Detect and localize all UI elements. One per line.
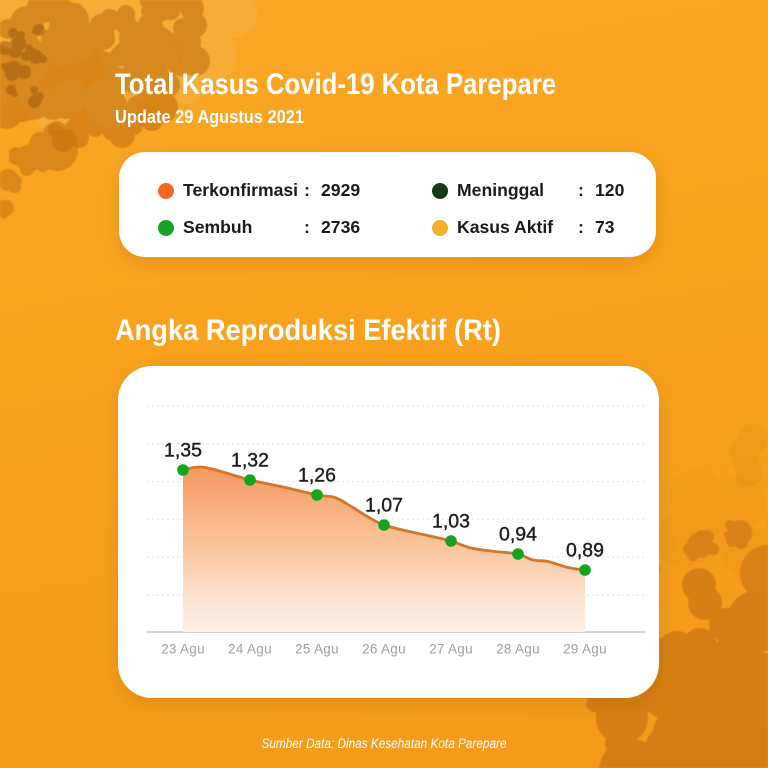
svg-text:1,03: 1,03 <box>432 511 470 533</box>
svg-text:1,26: 1,26 <box>298 465 336 487</box>
svg-text:1,07: 1,07 <box>365 495 403 517</box>
svg-text:23 Agu: 23 Agu <box>161 642 205 657</box>
svg-text:26 Agu: 26 Agu <box>362 642 406 657</box>
svg-text:0,94: 0,94 <box>499 524 537 546</box>
svg-text:0,89: 0,89 <box>566 540 604 562</box>
svg-text:1,32: 1,32 <box>231 450 269 472</box>
svg-text:24 Agu: 24 Agu <box>228 642 272 657</box>
svg-text:27 Agu: 27 Agu <box>429 642 473 657</box>
svg-text:28 Agu: 28 Agu <box>496 642 540 657</box>
svg-text:25 Agu: 25 Agu <box>295 642 339 657</box>
svg-text:1,35: 1,35 <box>164 440 202 462</box>
svg-text:29 Agu: 29 Agu <box>563 642 607 657</box>
